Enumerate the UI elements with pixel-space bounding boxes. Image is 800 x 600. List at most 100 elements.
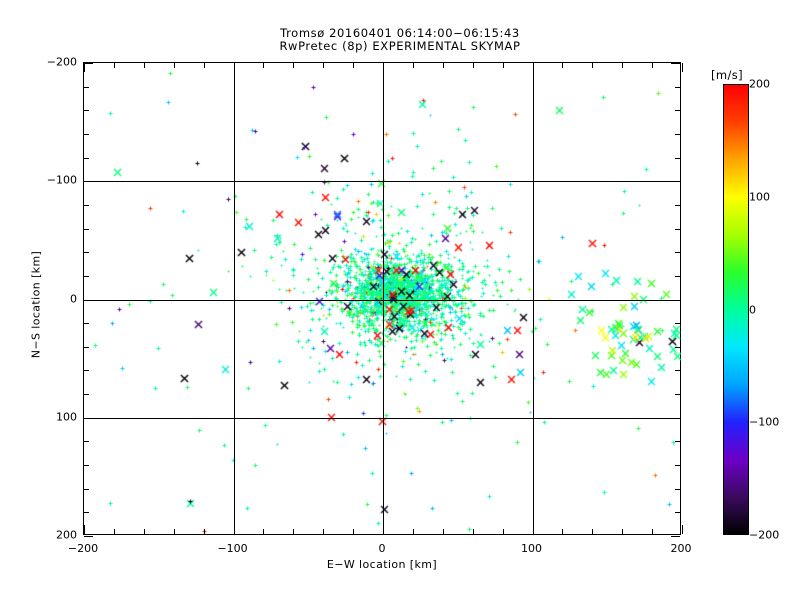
gridline-horizontal	[84, 181, 680, 182]
x-tick-label: 200	[670, 542, 692, 555]
tick-mark	[84, 418, 93, 419]
plot-title-line1: Tromsø 20160401 06:14:00−06:15:43	[280, 26, 520, 40]
tick-mark	[84, 110, 89, 111]
gridline-vertical	[234, 63, 235, 534]
tick-mark	[84, 323, 89, 324]
x-tick-label: 0	[378, 542, 386, 555]
tick-mark	[675, 229, 680, 230]
gridline-vertical	[533, 63, 534, 534]
tick-mark	[174, 63, 175, 68]
tick-mark	[652, 63, 653, 68]
tick-mark	[84, 87, 89, 88]
tick-mark	[383, 63, 384, 72]
tick-mark	[675, 489, 680, 490]
x-axis-title: E−W location [km]	[326, 558, 438, 571]
y-axis-title: N−S location [km]	[29, 250, 43, 359]
tick-mark	[84, 370, 89, 371]
tick-mark	[84, 276, 89, 277]
tick-mark	[114, 529, 115, 534]
y-tick-label: 200	[56, 528, 77, 542]
tick-mark	[174, 529, 175, 534]
tick-mark	[323, 63, 324, 68]
tick-mark	[675, 394, 680, 395]
tick-mark	[84, 512, 89, 513]
tick-mark	[84, 63, 93, 64]
tick-mark	[84, 300, 93, 301]
tick-mark	[84, 394, 89, 395]
tick-mark	[675, 110, 680, 111]
tick-mark	[204, 63, 205, 68]
tick-mark	[675, 512, 680, 513]
tick-mark	[671, 63, 680, 64]
tick-mark	[84, 181, 93, 182]
tick-mark	[675, 347, 680, 348]
gridline-vertical	[383, 63, 384, 534]
tick-mark	[84, 465, 89, 466]
tick-mark	[622, 529, 623, 534]
tick-mark	[234, 525, 235, 534]
tick-mark	[675, 323, 680, 324]
tick-mark	[652, 529, 653, 534]
x-tick-label: 100	[521, 542, 542, 555]
tick-mark	[675, 465, 680, 466]
tick-mark	[323, 529, 324, 534]
colorbar-tick-label: 100	[749, 190, 770, 204]
tick-mark	[84, 134, 89, 135]
tick-mark	[84, 158, 89, 159]
tick-mark	[503, 529, 504, 534]
tick-mark	[671, 300, 680, 301]
tick-mark	[204, 529, 205, 534]
y-tick-label: 0	[70, 292, 77, 305]
tick-mark	[413, 529, 414, 534]
tick-mark	[473, 529, 474, 534]
tick-mark	[84, 536, 93, 537]
tick-mark	[675, 252, 680, 253]
tick-mark	[675, 87, 680, 88]
tick-mark	[84, 205, 89, 206]
tick-mark	[562, 529, 563, 534]
tick-mark	[682, 525, 683, 534]
plot-area	[83, 62, 683, 537]
tick-mark	[144, 63, 145, 68]
tick-mark	[671, 418, 680, 419]
tick-mark	[675, 158, 680, 159]
tick-mark	[533, 63, 534, 72]
gridline-horizontal	[84, 418, 680, 419]
tick-mark	[675, 370, 680, 371]
tick-mark	[263, 529, 264, 534]
tick-mark	[671, 181, 680, 182]
colorbar-tick-label: −100	[749, 415, 780, 429]
tick-mark	[503, 63, 504, 68]
tick-mark	[473, 63, 474, 68]
tick-mark	[84, 347, 89, 348]
tick-mark	[293, 63, 294, 68]
tick-mark	[383, 525, 384, 534]
colorbar	[723, 84, 749, 535]
tick-mark	[622, 63, 623, 68]
tick-mark	[413, 63, 414, 68]
tick-mark	[144, 529, 145, 534]
colorbar-tick-label: −200	[749, 528, 780, 542]
tick-mark	[675, 441, 680, 442]
tick-mark	[84, 525, 85, 534]
y-tick-label: 100	[56, 410, 77, 424]
tick-mark	[353, 63, 354, 68]
tick-mark	[114, 63, 115, 68]
colorbar-gradient	[723, 84, 749, 535]
tick-mark	[353, 529, 354, 534]
tick-mark	[84, 489, 89, 490]
tick-mark	[592, 529, 593, 534]
tick-mark	[443, 63, 444, 68]
tick-mark	[592, 63, 593, 68]
tick-mark	[293, 529, 294, 534]
tick-mark	[671, 536, 680, 537]
x-tick-label: −100	[217, 542, 248, 555]
colorbar-unit-label: [m/s]	[711, 68, 744, 82]
tick-mark	[234, 63, 235, 72]
plot-title-line2: RwPretec (8p) EXPERIMENTAL SKYMAP	[279, 39, 521, 53]
colorbar-tick-label: 200	[749, 77, 770, 91]
colorbar-tick-label: 0	[749, 303, 756, 316]
tick-mark	[533, 525, 534, 534]
tick-mark	[84, 63, 85, 72]
